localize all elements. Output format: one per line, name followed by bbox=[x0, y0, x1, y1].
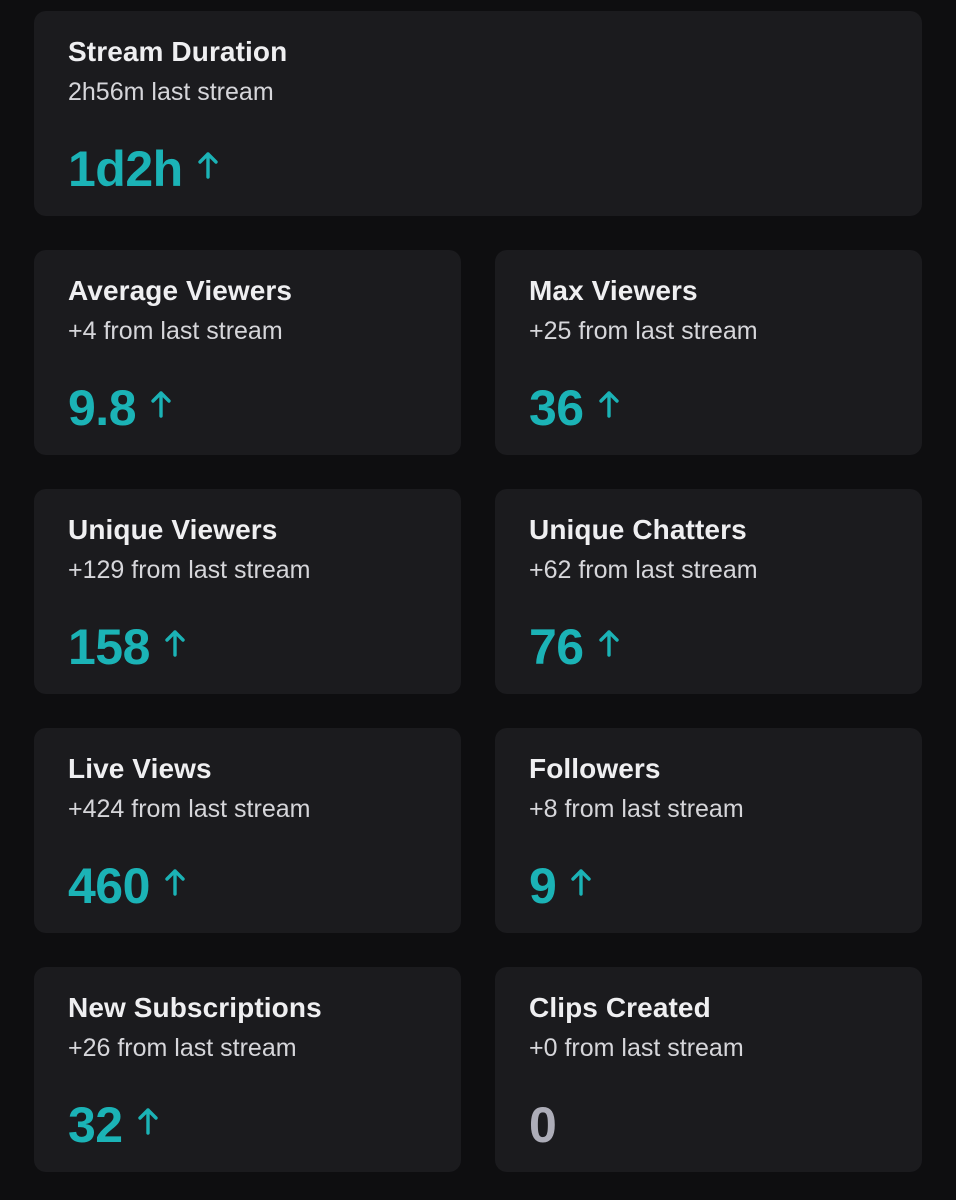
stat-value-row: 9 bbox=[529, 858, 592, 914]
stat-value-row: 1d2h bbox=[68, 141, 219, 197]
stat-subtitle: +26 from last stream bbox=[68, 1034, 297, 1062]
stat-value: 460 bbox=[68, 858, 150, 914]
stat-card-unique-chatters: Unique Chatters +62 from last stream 76 bbox=[495, 489, 922, 694]
arrow-up-icon bbox=[598, 391, 619, 418]
arrow-up-icon bbox=[165, 869, 185, 896]
stat-card-followers: Followers +8 from last stream 9 bbox=[495, 728, 922, 933]
stat-value: 158 bbox=[68, 619, 150, 675]
arrow-up-icon bbox=[571, 869, 592, 896]
stat-card-stream-duration: Stream Duration 2h56m last stream 1d2h bbox=[34, 11, 922, 216]
stat-value: 9 bbox=[529, 858, 557, 914]
stat-title: Max Viewers bbox=[529, 275, 698, 306]
stat-card-new-subscriptions: New Subscriptions +26 from last stream 3… bbox=[34, 967, 461, 1172]
stat-value: 9.8 bbox=[68, 380, 137, 436]
stat-title: Followers bbox=[529, 753, 661, 784]
arrow-up-icon bbox=[165, 630, 185, 657]
stat-subtitle: +0 from last stream bbox=[529, 1034, 744, 1062]
stat-value-row: 0 bbox=[529, 1097, 557, 1153]
stat-subtitle: +424 from last stream bbox=[68, 795, 311, 823]
stat-subtitle: +129 from last stream bbox=[68, 556, 311, 584]
stat-value: 36 bbox=[529, 380, 584, 436]
arrow-up-icon bbox=[151, 391, 171, 418]
stat-subtitle: +25 from last stream bbox=[529, 317, 758, 345]
stat-value: 0 bbox=[529, 1097, 557, 1153]
stat-value-row: 36 bbox=[529, 380, 620, 436]
stats-grid: Stream Duration 2h56m last stream 1d2h A… bbox=[34, 11, 922, 1172]
stat-subtitle: +8 from last stream bbox=[529, 795, 744, 823]
stat-title: New Subscriptions bbox=[68, 992, 322, 1023]
stat-title: Unique Viewers bbox=[68, 514, 278, 545]
stat-card-live-views: Live Views +424 from last stream 460 bbox=[34, 728, 461, 933]
stat-value-row: 76 bbox=[529, 619, 620, 675]
stat-card-average-viewers: Average Viewers +4 from last stream 9.8 bbox=[34, 250, 461, 455]
stat-value: 76 bbox=[529, 619, 584, 675]
stat-title: Average Viewers bbox=[68, 275, 293, 306]
stat-value-row: 460 bbox=[68, 858, 186, 914]
stat-subtitle: 2h56m last stream bbox=[68, 78, 274, 106]
stat-card-max-viewers: Max Viewers +25 from last stream 36 bbox=[495, 250, 922, 455]
arrow-up-icon bbox=[598, 630, 619, 657]
stat-title: Clips Created bbox=[529, 992, 711, 1023]
stat-subtitle: +62 from last stream bbox=[529, 556, 758, 584]
stat-value: 32 bbox=[68, 1097, 123, 1153]
arrow-up-icon bbox=[137, 1108, 158, 1135]
stat-card-unique-viewers: Unique Viewers +129 from last stream 158 bbox=[34, 489, 461, 694]
stat-title: Live Views bbox=[68, 753, 212, 784]
stat-subtitle: +4 from last stream bbox=[68, 317, 283, 345]
arrow-up-icon bbox=[198, 152, 218, 179]
stat-title: Unique Chatters bbox=[529, 514, 747, 545]
stat-card-clips-created: Clips Created +0 from last stream 0 bbox=[495, 967, 922, 1172]
stat-value-row: 9.8 bbox=[68, 380, 172, 436]
stat-value: 1d2h bbox=[68, 141, 183, 197]
stat-value-row: 32 bbox=[68, 1097, 159, 1153]
stat-title: Stream Duration bbox=[68, 36, 288, 67]
stat-value-row: 158 bbox=[68, 619, 186, 675]
